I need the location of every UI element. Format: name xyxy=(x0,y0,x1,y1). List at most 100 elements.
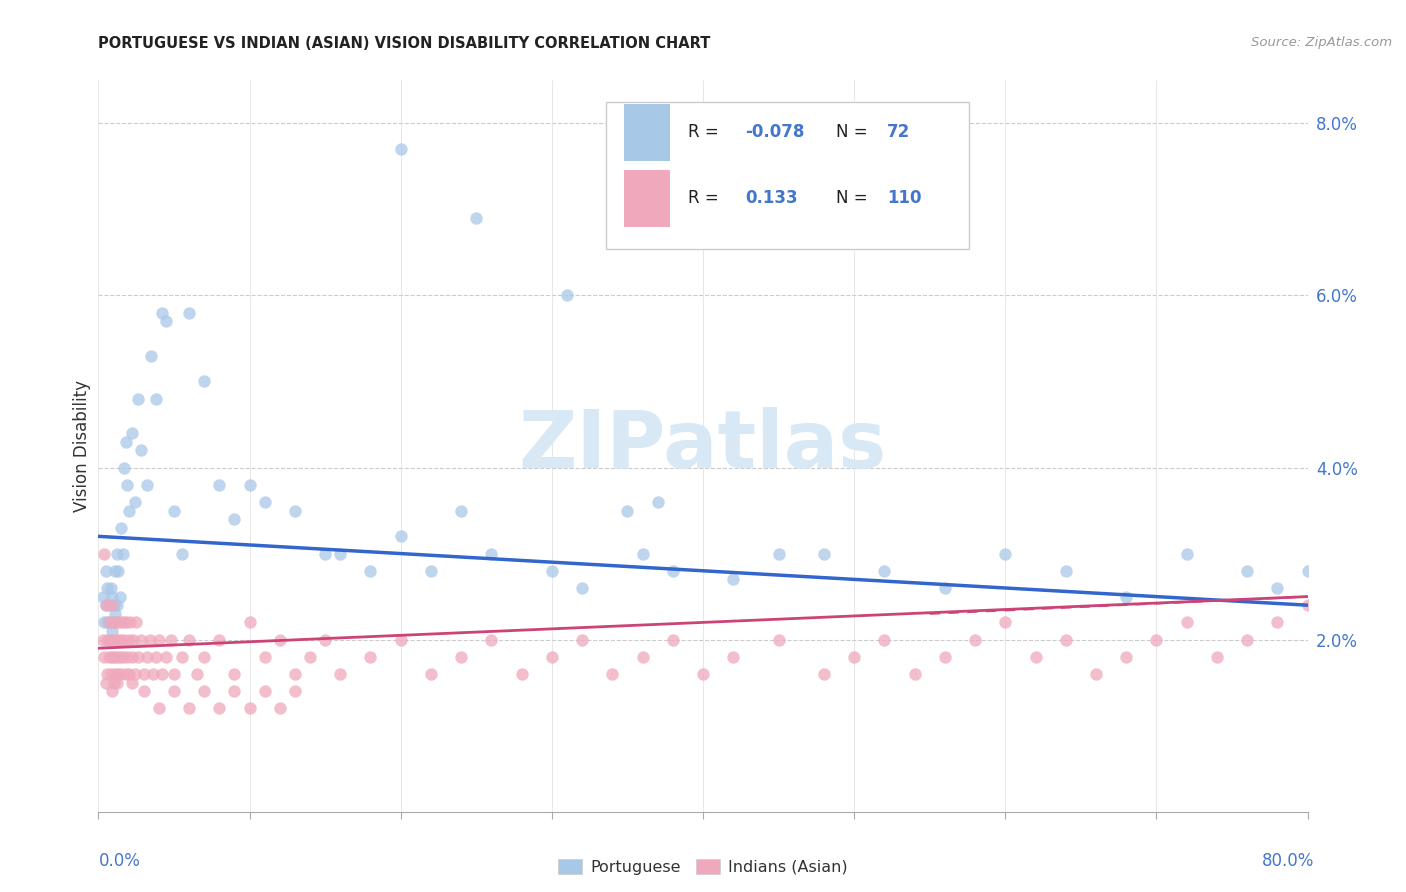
Point xyxy=(127,392,149,406)
Point xyxy=(115,649,138,664)
Point xyxy=(124,495,146,509)
Point xyxy=(1296,598,1319,612)
Point xyxy=(101,598,124,612)
Point xyxy=(208,701,231,715)
Point xyxy=(284,684,307,698)
Point xyxy=(239,701,262,715)
Point xyxy=(118,503,141,517)
Point xyxy=(329,547,352,561)
Point xyxy=(510,667,533,681)
FancyBboxPatch shape xyxy=(624,169,671,227)
Point xyxy=(104,564,127,578)
Point xyxy=(193,375,215,389)
Point xyxy=(1267,615,1289,630)
Point xyxy=(1115,649,1137,664)
Point xyxy=(873,632,896,647)
Point xyxy=(540,649,562,664)
Point xyxy=(481,547,503,561)
Point xyxy=(112,460,135,475)
Point xyxy=(170,649,193,664)
Point xyxy=(98,632,121,647)
Point xyxy=(104,632,127,647)
Point xyxy=(93,615,115,630)
Point xyxy=(98,615,121,630)
Point xyxy=(616,503,638,517)
Point xyxy=(150,667,173,681)
Point xyxy=(112,632,135,647)
Point xyxy=(93,649,115,664)
Point xyxy=(142,667,165,681)
Point xyxy=(145,392,167,406)
Point xyxy=(145,649,167,664)
Point xyxy=(571,581,593,595)
Point xyxy=(224,512,246,526)
Text: 110: 110 xyxy=(887,189,921,207)
Point xyxy=(389,632,412,647)
Point xyxy=(114,667,136,681)
Point xyxy=(96,615,118,630)
Point xyxy=(127,649,149,664)
Point xyxy=(108,615,131,630)
Point xyxy=(555,288,578,302)
Point xyxy=(94,675,117,690)
Point xyxy=(105,615,128,630)
Point xyxy=(115,477,138,491)
Point xyxy=(465,211,488,225)
Point xyxy=(105,547,128,561)
FancyBboxPatch shape xyxy=(624,103,671,161)
Point xyxy=(139,632,162,647)
Point xyxy=(98,598,121,612)
Point xyxy=(129,443,152,458)
Point xyxy=(163,503,186,517)
Point xyxy=(96,667,118,681)
Point xyxy=(314,632,336,647)
Point xyxy=(193,649,215,664)
Point xyxy=(124,667,146,681)
Point xyxy=(768,632,790,647)
Point xyxy=(163,684,186,698)
Point xyxy=(101,590,124,604)
Point xyxy=(141,349,163,363)
Point xyxy=(125,615,148,630)
Point xyxy=(150,305,173,319)
Point xyxy=(104,667,127,681)
Point xyxy=(118,667,141,681)
Point xyxy=(994,615,1017,630)
Point xyxy=(1236,564,1258,578)
Point xyxy=(224,684,246,698)
Point xyxy=(253,495,276,509)
Point xyxy=(155,314,177,328)
Point xyxy=(179,632,201,647)
Point xyxy=(813,667,835,681)
Text: -0.078: -0.078 xyxy=(745,123,804,141)
Point xyxy=(239,615,262,630)
Point xyxy=(193,684,215,698)
Point xyxy=(114,615,136,630)
Point xyxy=(844,649,866,664)
Point xyxy=(631,649,654,664)
Point xyxy=(94,564,117,578)
Point xyxy=(118,632,141,647)
Point xyxy=(135,477,157,491)
Point xyxy=(91,632,114,647)
Point xyxy=(100,632,122,647)
Point xyxy=(107,667,129,681)
Point xyxy=(91,590,114,604)
Point xyxy=(965,632,987,647)
Point xyxy=(100,581,122,595)
Point xyxy=(103,598,125,612)
Point xyxy=(224,667,246,681)
Point xyxy=(107,564,129,578)
Text: 72: 72 xyxy=(887,123,910,141)
Point xyxy=(148,632,170,647)
Point xyxy=(111,649,134,664)
Point xyxy=(540,564,562,578)
Point xyxy=(94,598,117,612)
Text: 0.0%: 0.0% xyxy=(98,852,141,870)
Point xyxy=(692,667,714,681)
Point xyxy=(269,632,291,647)
Point xyxy=(101,624,124,638)
Text: N =: N = xyxy=(837,189,873,207)
Point xyxy=(98,649,121,664)
Point xyxy=(103,615,125,630)
